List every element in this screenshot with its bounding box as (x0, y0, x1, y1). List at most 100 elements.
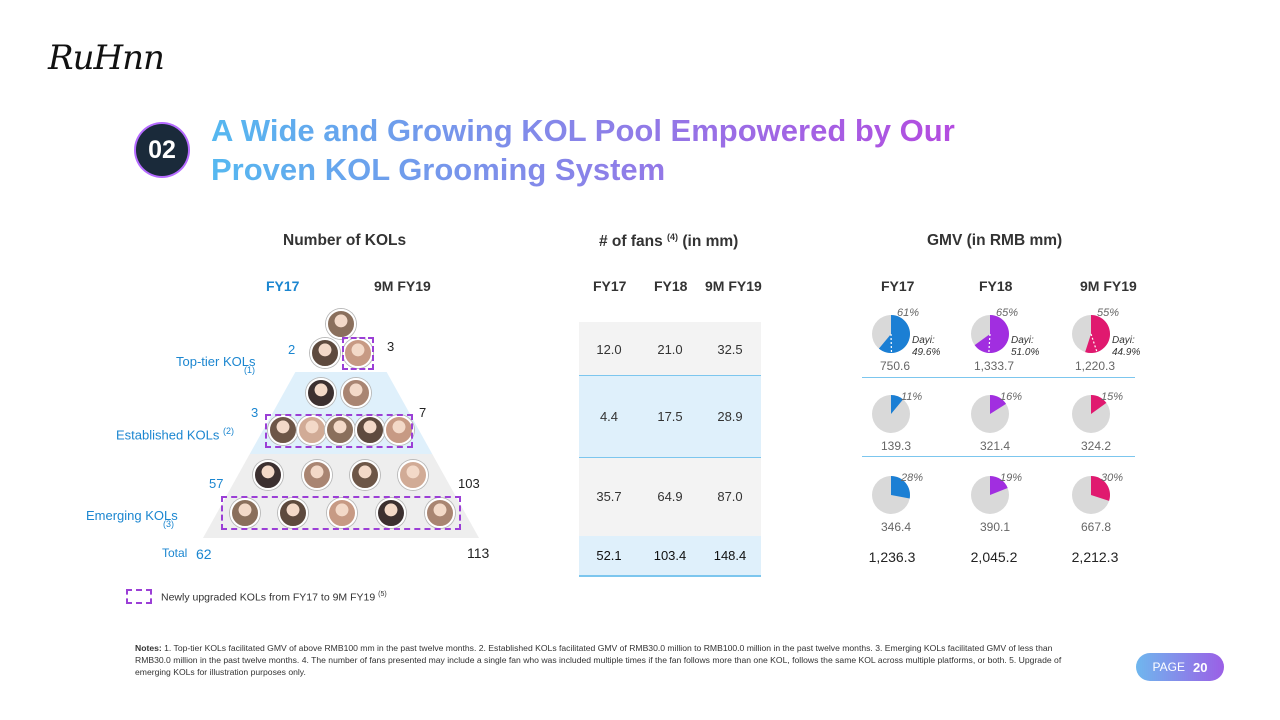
dayi-share-label: Dayi: 51.0% (1011, 335, 1040, 358)
upgraded-emerging-box (221, 496, 461, 530)
pie-slice (891, 395, 904, 414)
kol-avatar (310, 338, 340, 368)
kol-avatar (268, 415, 298, 445)
kol-avatar (253, 460, 283, 490)
dayi-divider (988, 333, 991, 353)
upgraded-established-box (265, 414, 413, 448)
page-badge: PAGE 20 (1136, 653, 1224, 681)
kol-panel-header: Number of KOLs (283, 232, 407, 249)
fans-cell: 12.0 (596, 342, 622, 357)
gmv-value: 667.8 (1080, 520, 1112, 534)
gmv-pie-pct: 28% (901, 472, 924, 484)
gmv-pie (1072, 315, 1111, 353)
fans-year-fy17: FY17 (593, 278, 627, 294)
title-line-1: A Wide and Growing KOL Pool Empowered by… (211, 113, 955, 148)
gmv-value: 321.4 (979, 439, 1011, 453)
fans-cell: 64.9 (657, 489, 683, 504)
gmv-panel-header: GMV (in RMB mm) (927, 232, 1063, 249)
dayi-share-label: Dayi: 49.6% (912, 335, 941, 358)
kol-avatar (425, 498, 455, 528)
fans-cell: 17.5 (657, 409, 683, 424)
pie-slice (974, 315, 1009, 353)
kol-avatar (355, 415, 385, 445)
fans-cell: 28.9 (717, 409, 743, 424)
kol-avatar (230, 498, 260, 528)
kol-avatar (306, 378, 336, 408)
notes-text: 1. Top-tier KOLs facilitated GMV of abov… (135, 643, 1062, 677)
emerging-note: (3) (163, 519, 174, 529)
gmv-pie-pct: 19% (1000, 472, 1023, 484)
fans-cell: 35.7 (596, 489, 622, 504)
established-note: (2) (222, 426, 234, 436)
fans-cell: 4.4 (599, 409, 619, 424)
gmv-value: 139.3 (880, 439, 912, 453)
fans-total-cell: 103.4 (653, 548, 687, 563)
gmv-pie (1072, 476, 1110, 514)
gmv-pie-pct: 55% (1097, 307, 1120, 319)
title-line-2: Proven KOL Grooming System (211, 152, 666, 187)
kol-year-left: FY17 (266, 278, 300, 294)
gmv-pie-pct: 15% (1101, 391, 1124, 403)
fans-row-total (579, 536, 761, 577)
kol-total-fy17: 62 (196, 546, 212, 562)
pie-slice (1091, 395, 1107, 414)
kol-avatar (327, 498, 357, 528)
fans-row-established (579, 375, 761, 458)
gmv-value: 1,220.3 (1074, 359, 1116, 373)
gmv-year-fy18: FY18 (979, 278, 1013, 294)
pie-slice (990, 476, 1008, 495)
gmv-value: 750.6 (879, 359, 911, 373)
kol-year-right: 9M FY19 (374, 278, 431, 294)
gmv-pie (872, 315, 911, 354)
gmv-pie (1072, 395, 1110, 433)
emerging-fy19-count: 103 (458, 476, 480, 491)
gmv-year-fy17: FY17 (881, 278, 915, 294)
fans-year-fy18: FY18 (654, 278, 688, 294)
fans-year-9mfy19: 9M FY19 (705, 278, 762, 294)
emerging-fy17-count: 57 (209, 476, 224, 491)
kol-avatar (376, 498, 406, 528)
legend-note: (5) (378, 591, 387, 598)
gmv-divider (862, 377, 1135, 378)
gmv-pie (872, 476, 910, 514)
gmv-pie (971, 476, 1009, 514)
established-fy19-count: 7 (419, 405, 427, 420)
notes-label: Notes: (135, 643, 162, 653)
top-tier-fy19-count: 3 (387, 339, 395, 354)
emerging-label: Emerging KOLs (3) (86, 508, 178, 529)
gmv-value: 346.4 (880, 520, 912, 534)
page-label: PAGE (1152, 660, 1185, 674)
gmv-value: 324.2 (1080, 439, 1112, 453)
gmv-total: 2,212.3 (1071, 549, 1119, 565)
ruhnn-logo: RuHnn (48, 38, 165, 78)
gmv-pie-pct: 30% (1101, 472, 1124, 484)
fans-row-emerging (579, 458, 761, 536)
gmv-pie (872, 395, 910, 433)
pie-slice (1085, 315, 1111, 353)
gmv-divider (862, 456, 1135, 457)
gmv-pie (971, 315, 1009, 353)
gmv-pie (971, 395, 1009, 433)
legend-text: Newly upgraded KOLs from FY17 to 9M FY19… (161, 591, 387, 604)
kol-avatar (278, 498, 308, 528)
kol-avatar (350, 460, 380, 490)
top-tier-note: (1) (244, 365, 255, 375)
kol-avatar (398, 460, 428, 490)
kol-avatar (341, 378, 371, 408)
dayi-divider (1090, 333, 1098, 353)
established-fy17-count: 3 (251, 405, 259, 420)
pie-slice (878, 315, 911, 353)
kol-avatar (302, 460, 332, 490)
legend-dashed-box (126, 589, 152, 604)
kol-total-fy19: 113 (467, 545, 490, 561)
gmv-pie-pct: 11% (901, 391, 923, 403)
page-number: 20 (1193, 659, 1208, 675)
fans-cell: 21.0 (657, 342, 683, 357)
kol-avatar (326, 309, 356, 339)
fans-cell: 87.0 (717, 489, 743, 504)
top-tier-fy17-count: 2 (288, 342, 296, 357)
fans-panel-header: # of fans (4) (in mm) (599, 232, 739, 251)
pie-slice (1091, 476, 1110, 501)
kol-avatar (384, 415, 414, 445)
